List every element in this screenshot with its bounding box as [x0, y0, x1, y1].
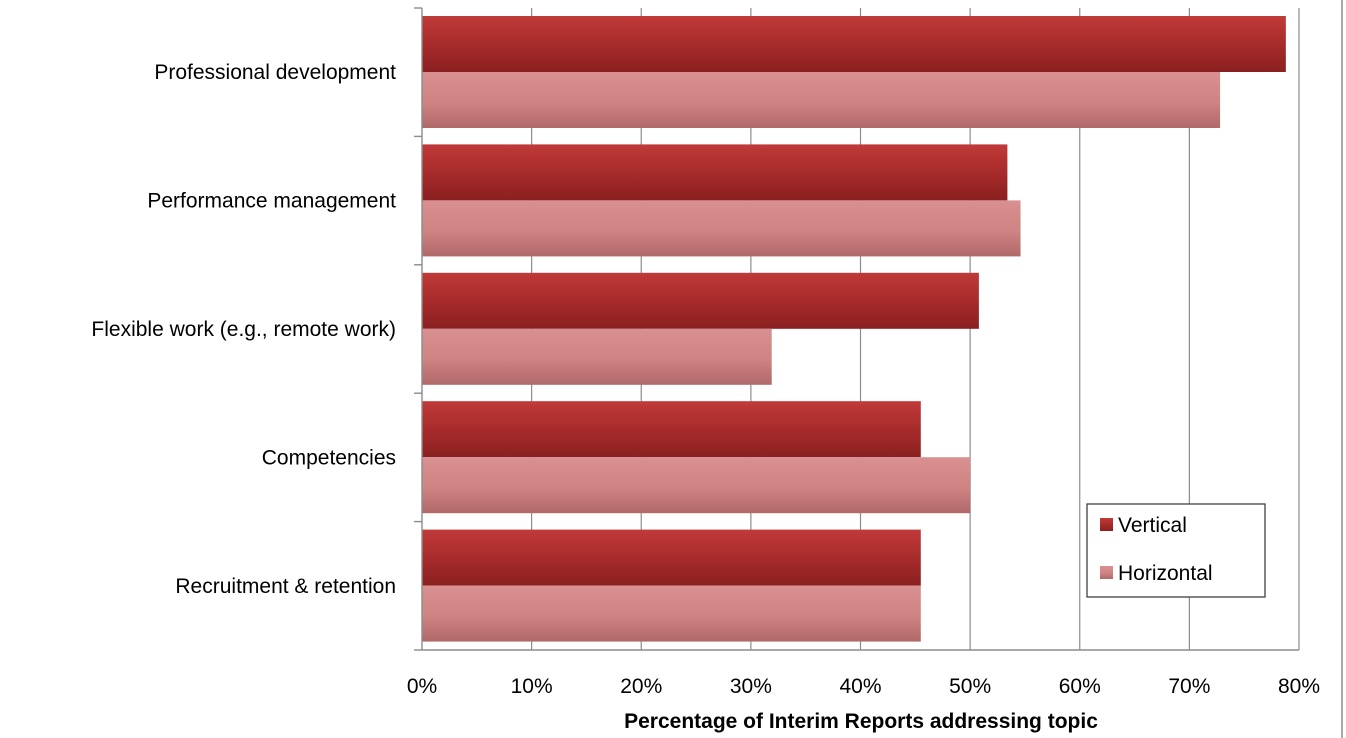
bar-vertical-2 — [422, 272, 979, 329]
bar-vertical-1 — [422, 144, 1008, 201]
x-tick-label: 50% — [949, 675, 991, 698]
x-axis-title: Percentage of Interim Reports addressing… — [624, 710, 1098, 733]
bar-horizontal-4 — [422, 585, 921, 642]
bar-horizontal-1 — [422, 200, 1021, 257]
legend-swatch-horizontal — [1100, 566, 1113, 579]
x-tick-label: 20% — [620, 675, 662, 698]
x-tick-label: 10% — [511, 675, 553, 698]
legend-label-horizontal: Horizontal — [1118, 562, 1213, 585]
bar-horizontal-2 — [422, 328, 772, 385]
axes — [414, 7, 1299, 651]
legend-box — [1086, 503, 1266, 598]
bar-vertical-0 — [422, 16, 1286, 72]
labels: 0% 10% 20% 30% 40% 50% 60% 70% 80% Professional d… — [91, 61, 1320, 698]
x-tick-label: 30% — [730, 675, 772, 698]
x-tick-label: 60% — [1059, 675, 1101, 698]
bar-horizontal-0 — [422, 72, 1221, 128]
category-label: Competencies — [262, 446, 396, 469]
bar-vertical-3 — [422, 401, 921, 458]
x-tick-label: 70% — [1168, 675, 1210, 698]
bar-horizontal-3 — [422, 457, 971, 514]
legend: Vertical Horizontal — [1086, 503, 1266, 598]
bar-vertical-4 — [422, 529, 921, 586]
category-label: Flexible work (e.g., remote work) — [91, 318, 396, 341]
category-label: Recruitment & retention — [175, 575, 396, 598]
category-label: Performance management — [147, 190, 396, 213]
x-tick-label: 40% — [839, 675, 881, 698]
category-label: Professional development — [154, 61, 396, 84]
legend-swatch-vertical — [1100, 518, 1113, 531]
x-tick-label: 80% — [1278, 675, 1320, 698]
legend-label-vertical: Vertical — [1118, 514, 1187, 537]
bars — [422, 16, 1286, 642]
x-tick-label: 0% — [407, 675, 437, 698]
